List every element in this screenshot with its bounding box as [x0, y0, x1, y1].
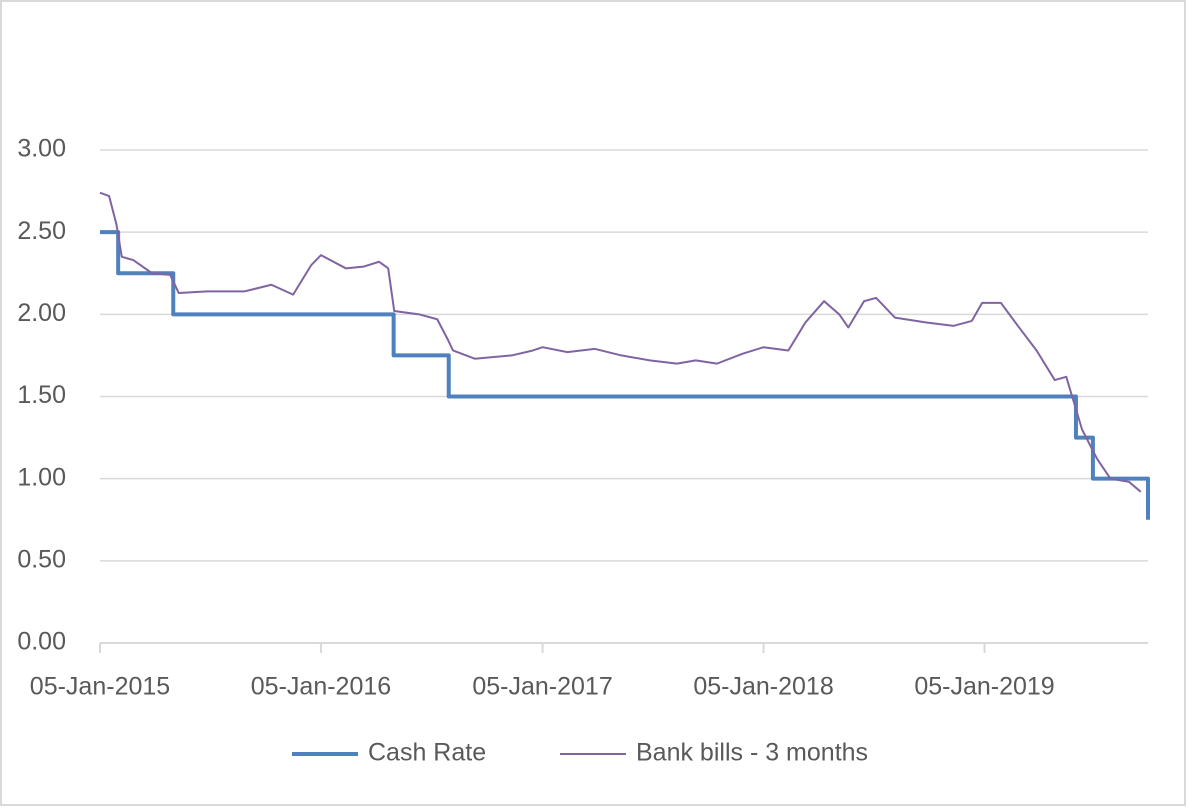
y-tick-label: 1.50: [17, 381, 66, 409]
x-tick-label: 05-Jan-2017: [472, 673, 612, 701]
y-tick-label: 3.00: [17, 135, 66, 163]
y-tick-label: 1.00: [17, 463, 66, 491]
y-tick-label: 0.00: [17, 628, 66, 656]
x-tick-label: 05-Jan-2015: [30, 673, 170, 701]
x-tick-label: 05-Jan-2016: [251, 673, 391, 701]
line-series: [99, 191, 1142, 493]
y-tick-label: 2.50: [17, 217, 66, 245]
x-tick-label: 05-Jan-2018: [693, 673, 833, 701]
y-tick-label: 2.00: [17, 299, 66, 327]
y-tick-label: 0.50: [17, 545, 66, 573]
x-tick-label: 05-Jan-2019: [914, 673, 1054, 701]
line-series: [100, 230, 1150, 520]
legend-label: Cash Rate: [368, 739, 486, 767]
legend-label: Bank bills - 3 months: [636, 739, 868, 767]
